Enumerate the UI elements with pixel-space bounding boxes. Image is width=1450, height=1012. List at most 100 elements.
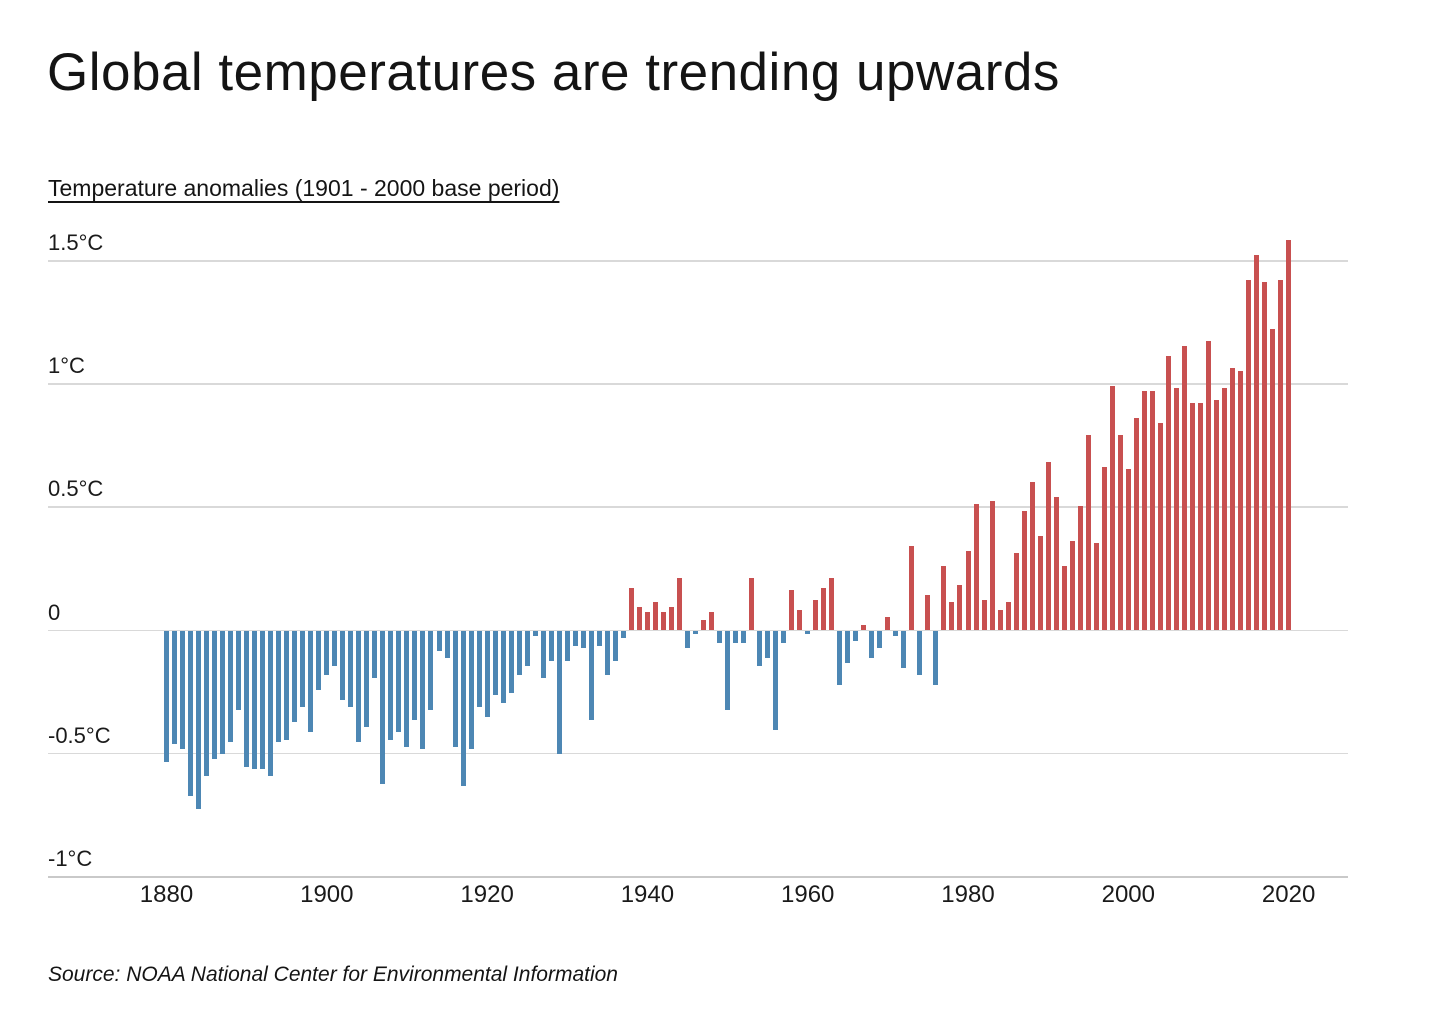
bar-1976 (933, 631, 939, 686)
bar-1891 (252, 631, 258, 770)
bar-1880 (164, 631, 169, 762)
bar-2013 (1229, 368, 1235, 630)
bar-1885 (204, 631, 210, 777)
bar-1997 (1101, 466, 1107, 630)
bar-1903 (348, 631, 354, 708)
bar-1921 (492, 631, 498, 696)
bar-2002 (1141, 390, 1147, 630)
bar-1918 (468, 631, 474, 750)
bar-1969 (877, 631, 883, 649)
bar-1960 (805, 631, 811, 634)
bar-1951 (733, 631, 739, 644)
bar-1912 (420, 631, 426, 750)
y-axis-label--0.5: -0.5°C (48, 722, 111, 748)
bar-1901 (332, 631, 338, 666)
bar-1952 (741, 631, 747, 644)
bar-1961 (813, 600, 819, 630)
bar-1981 (973, 503, 979, 630)
bar-1928 (548, 631, 554, 661)
bar-1904 (356, 631, 362, 742)
bar-1964 (837, 631, 843, 686)
bar-1947 (701, 619, 706, 630)
bar-1933 (588, 631, 594, 720)
bar-1888 (228, 631, 234, 742)
bar-1948 (709, 612, 715, 630)
bar-1917 (460, 631, 466, 787)
bar-1896 (292, 631, 298, 723)
x-axis-label-2020: 2020 (1261, 881, 1316, 908)
bar-1949 (717, 631, 723, 644)
bar-1894 (276, 631, 282, 742)
bar-1937 (620, 631, 626, 639)
bar-1986 (1013, 553, 1019, 630)
bar-2007 (1181, 346, 1187, 630)
bar-1970 (885, 617, 891, 630)
gridline--0.5 (48, 752, 1348, 755)
bar-1957 (781, 631, 787, 644)
bar-2008 (1189, 402, 1195, 630)
bar-1963 (829, 577, 835, 630)
bar-1889 (236, 631, 242, 710)
bar-1936 (612, 631, 618, 661)
page-title: Global temperatures are trending upwards (47, 43, 1060, 102)
bar-1988 (1029, 481, 1035, 630)
bar-2020 (1286, 240, 1292, 630)
bar-1882 (180, 631, 186, 750)
bar-1935 (604, 631, 610, 676)
bar-1911 (412, 631, 418, 720)
bar-1978 (949, 602, 955, 630)
bar-1996 (1093, 543, 1099, 630)
bar-1899 (316, 631, 322, 691)
bar-1943 (668, 607, 674, 630)
bar-1967 (861, 624, 867, 630)
bar-1975 (925, 595, 931, 630)
bar-2009 (1197, 402, 1203, 630)
bar-1884 (196, 631, 202, 809)
bar-2014 (1238, 370, 1243, 630)
gridline--1 (48, 876, 1348, 878)
bar-1915 (444, 631, 450, 659)
bar-1941 (652, 602, 658, 630)
chart-subtitle: Temperature anomalies (1901 - 2000 base … (48, 175, 560, 201)
bar-1887 (220, 631, 226, 755)
bar-1892 (260, 631, 266, 770)
bar-1958 (789, 590, 795, 630)
bar-2003 (1149, 390, 1155, 630)
x-axis-label-1920: 1920 (460, 881, 514, 908)
bar-1998 (1109, 385, 1115, 630)
y-axis-label-1.5: 1.5°C (48, 230, 104, 255)
bar-1939 (636, 607, 642, 630)
bar-1930 (564, 631, 570, 661)
bar-1954 (757, 631, 763, 666)
bar-2010 (1205, 341, 1211, 630)
bar-2018 (1270, 328, 1276, 630)
bar-1916 (452, 631, 458, 747)
bar-1906 (372, 631, 378, 678)
bar-1942 (660, 612, 666, 630)
bar-1994 (1077, 506, 1083, 630)
bar-1953 (749, 577, 755, 630)
bar-2019 (1278, 279, 1284, 630)
bar-1929 (556, 631, 562, 755)
bar-1980 (965, 550, 971, 630)
bar-1972 (901, 631, 907, 669)
bar-1932 (580, 631, 586, 649)
bar-1966 (853, 631, 859, 641)
x-axis-label-1960: 1960 (780, 881, 835, 908)
bar-1934 (596, 631, 602, 646)
bar-1905 (364, 631, 370, 728)
bar-1910 (404, 631, 410, 747)
bar-1938 (628, 587, 634, 630)
source-note: Source: NOAA National Center for Environ… (48, 963, 618, 986)
bar-1983 (989, 501, 995, 630)
bar-2011 (1213, 400, 1219, 630)
x-axis-label-2000: 2000 (1101, 881, 1155, 908)
bar-2004 (1157, 422, 1163, 630)
bar-1914 (436, 631, 442, 651)
bar-1922 (500, 631, 506, 703)
bar-2005 (1165, 356, 1171, 630)
bar-2015 (1246, 279, 1252, 630)
bar-1927 (540, 631, 546, 678)
